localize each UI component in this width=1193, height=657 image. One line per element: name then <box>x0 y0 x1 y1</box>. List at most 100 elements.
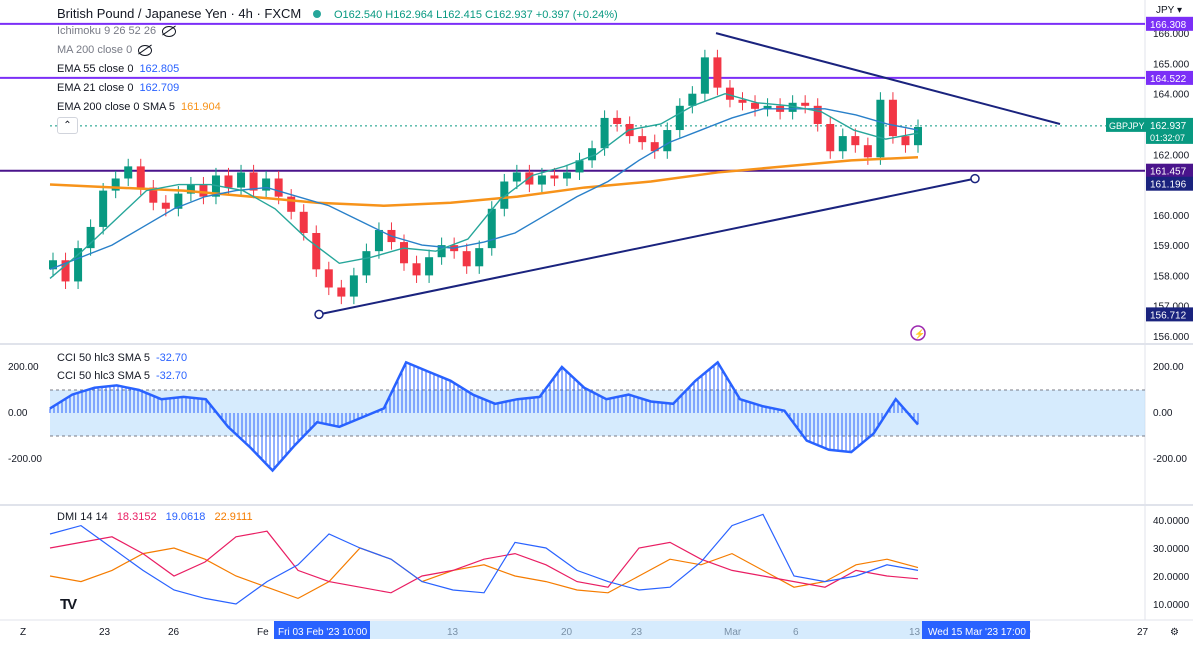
cci-line <box>49 360 919 473</box>
cci-left-tick-label: 200.00 <box>8 362 39 373</box>
symbol-tag <box>1106 117 1146 132</box>
candle-body <box>713 57 722 88</box>
candle-body <box>876 99 885 158</box>
candle-body <box>262 178 271 191</box>
candle-body <box>400 242 409 264</box>
current-price-label: 162.937 <box>1150 121 1187 132</box>
ascending-trendline <box>318 177 976 316</box>
legend-ichimoku[interactable]: Ichimoku 9 26 52 26 <box>57 24 177 38</box>
candle-body <box>475 248 484 267</box>
candle-body <box>788 102 797 112</box>
candle-body <box>763 105 772 109</box>
legend-label: MA 200 close 0 <box>57 44 133 56</box>
settings-icon: ⚙ <box>1170 627 1179 638</box>
candle-body <box>299 211 308 233</box>
current-price-tag <box>1146 117 1193 144</box>
legend-label: CCI 50 hlc3 SMA 5 <box>57 370 150 382</box>
lightning-glyph: ⚡ <box>914 328 925 340</box>
price-tag-label: 161.457 <box>1150 167 1187 178</box>
dmi-tick-label: 20.0000 <box>1153 572 1190 583</box>
cci-left-tick-label: 0.00 <box>8 408 28 419</box>
candle-body <box>186 184 195 194</box>
candle-body <box>663 130 672 152</box>
candle-body <box>588 148 597 161</box>
cci-left-tick-label: -200.00 <box>8 454 42 465</box>
collapse-legend-button[interactable]: ⌃ <box>57 117 78 134</box>
legend-ema21[interactable]: EMA 21 close 0 162.709 <box>57 81 179 95</box>
dmi-tick-label: 10.0000 <box>1153 600 1190 611</box>
candle-body <box>575 160 584 173</box>
time-range-highlight <box>274 621 922 639</box>
candle-body <box>838 136 847 152</box>
candle-body <box>813 105 822 124</box>
candle-body <box>914 127 922 146</box>
price-tag-label: 156.712 <box>1150 310 1187 321</box>
candle-body <box>851 136 860 146</box>
legend-value: 162.709 <box>139 82 180 94</box>
symbol-title[interactable]: British Pound / Japanese Yen · 4h · FXCM <box>57 6 302 21</box>
candle-body <box>174 193 183 209</box>
candle-body <box>349 275 358 297</box>
price-tag <box>1146 70 1193 85</box>
candle-body <box>136 166 145 188</box>
hidden-eye-icon[interactable] <box>138 44 153 56</box>
dmi-adx-line <box>49 547 919 600</box>
dmi-minus-di-line <box>49 530 919 594</box>
price-tag <box>1146 163 1193 178</box>
candle-body <box>249 172 258 191</box>
legend-label: EMA 55 close 0 <box>57 63 134 75</box>
legend-cci-1[interactable]: CCI 50 hlc3 SMA 5 -32.70 <box>57 351 187 365</box>
crosshair-time-left-top <box>274 621 370 639</box>
candle-body <box>738 99 747 103</box>
tradingview-logo-icon[interactable]: TV <box>60 596 77 613</box>
legend-ma200[interactable]: MA 200 close 0 <box>57 43 153 57</box>
candle-body <box>99 190 108 227</box>
legend-dmi[interactable]: DMI 14 14 18.3152 19.0618 22.9111 <box>57 510 253 524</box>
hidden-eye-icon[interactable] <box>162 25 177 37</box>
legend-label: DMI 14 14 <box>57 511 108 523</box>
zoom-label: Z <box>20 627 26 638</box>
candle-body <box>801 102 810 106</box>
ema-21-line <box>49 92 919 279</box>
descending-trendline <box>715 32 1061 125</box>
legend-ema55[interactable]: EMA 55 close 0 162.805 <box>57 62 179 76</box>
candle-body <box>362 251 371 276</box>
price-tag <box>1146 16 1193 31</box>
price-tick-label: 164.000 <box>1153 90 1190 101</box>
symbol-tag-name: GBPJPY <box>1109 121 1145 131</box>
legend-label: EMA 21 close 0 <box>57 82 134 94</box>
trendline-handle <box>970 173 980 184</box>
cci-right-tick-label: 0.00 <box>1153 408 1173 419</box>
candle-body <box>224 175 233 188</box>
time-tick-label: 27 <box>1137 627 1149 638</box>
candle-body <box>237 172 246 188</box>
cci-right-tick-label: 200.00 <box>1153 362 1184 373</box>
time-tick-label: 26 <box>168 627 180 638</box>
legend-value: -32.70 <box>155 352 188 364</box>
legend-value: 162.805 <box>139 63 180 75</box>
candle-body <box>49 260 57 270</box>
candle-body <box>613 117 622 124</box>
candle-body <box>312 232 321 270</box>
legend-ema200[interactable]: EMA 200 close 0 SMA 5 161.904 <box>57 100 221 114</box>
price-tick-label: 158.000 <box>1153 271 1190 282</box>
candle-body <box>688 93 697 106</box>
candle-body <box>725 87 734 100</box>
candle-body <box>675 105 684 131</box>
ema-200-line <box>49 156 919 207</box>
candle-body <box>462 251 471 267</box>
candle-body <box>826 123 835 152</box>
legend-cci-2[interactable]: CCI 50 hlc3 SMA 5 -32.70 <box>57 369 187 383</box>
candle-body <box>638 136 647 143</box>
ema-55-line <box>49 108 919 270</box>
candle-body <box>337 287 346 297</box>
candle-body <box>199 184 208 197</box>
price-tick-label: 165.000 <box>1153 59 1190 70</box>
price-tick-label: 159.000 <box>1153 241 1190 252</box>
price-tick-label: 166.000 <box>1153 29 1190 40</box>
price-tag-label: 166.308 <box>1150 20 1187 31</box>
dmi-tick-label: 40.0000 <box>1153 516 1190 527</box>
candle-body <box>901 136 910 146</box>
